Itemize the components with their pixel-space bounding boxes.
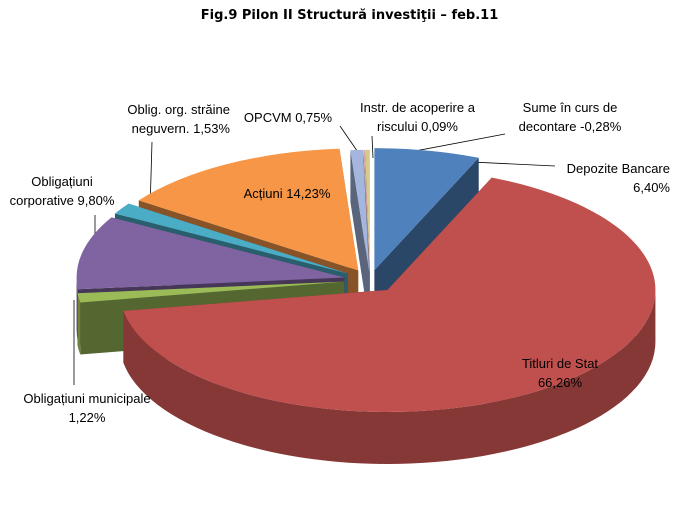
slice-label: OPCVM 0,75%	[228, 108, 348, 127]
category-name: Acțiuni	[243, 186, 283, 201]
slice-label: Sume în curs de decontare -0,28%	[500, 98, 640, 136]
category-name: Instr. de acoperire a riscului	[360, 100, 475, 134]
value-label: 14,23%	[286, 186, 331, 201]
category-name: Obligațiuni municipale	[23, 391, 151, 406]
slice-label: Depozite Bancare 6,40%	[545, 159, 670, 197]
category-name: Sume în curs de decontare	[518, 100, 618, 134]
slice	[350, 149, 370, 272]
value-label: 66,26%	[537, 375, 583, 390]
slice	[374, 148, 479, 271]
chart-title: Fig.9 Pilon II Structură investiţii – fe…	[200, 8, 499, 23]
value-label: 6,40%	[633, 180, 670, 195]
value-label: -0,28%	[580, 119, 622, 134]
slice-side	[76, 277, 78, 342]
category-name: Obligațiuni corporative	[9, 174, 93, 208]
slice-label: Acțiuni 14,23%	[222, 184, 352, 203]
category-name: Oblig. org. străine neguvern.	[127, 102, 230, 136]
slice-side	[350, 150, 370, 324]
value-label: 9,80%	[77, 193, 115, 208]
slice	[123, 177, 656, 412]
slice	[138, 148, 359, 271]
slice-label: Instr. de acoperire a riscului 0,09%	[350, 98, 485, 136]
slice	[77, 281, 345, 303]
value-label: 0,09%	[421, 119, 458, 134]
slice	[363, 149, 370, 272]
value-label: 0,75%	[295, 110, 333, 125]
value-label: 1,53%	[193, 121, 230, 136]
slice-label: Titluri de Stat 66,26%	[502, 354, 618, 392]
slice	[114, 203, 349, 274]
category-name: Depozite Bancare	[566, 161, 670, 176]
category-name: OPCVM	[243, 110, 292, 125]
leader-line	[371, 135, 374, 159]
slice-side	[77, 293, 81, 355]
category-name: Titluri de Stat	[521, 356, 599, 371]
slice-label: Obligațiuni municipale 1,22%	[12, 389, 162, 427]
slice-label: Oblig. org. străine neguvern. 1,53%	[80, 100, 230, 138]
slice	[365, 149, 370, 272]
slice-side	[123, 289, 656, 464]
slice-label: Obligațiuni corporative 9,80%	[2, 172, 122, 210]
value-label: 1,22%	[68, 410, 106, 425]
slice	[76, 217, 345, 290]
